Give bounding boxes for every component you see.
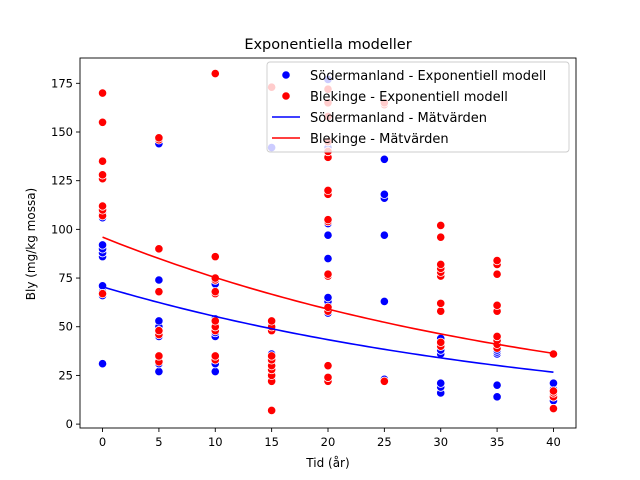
legend-label: Blekinge - Mätvärden xyxy=(310,132,449,147)
y-tick-label: 0 xyxy=(66,417,73,431)
data-point xyxy=(379,154,389,164)
data-point xyxy=(210,252,220,262)
data-point xyxy=(323,269,333,279)
legend-marker xyxy=(281,70,291,80)
axis-ticks: 0 5 10 15 20 25 30 35 40 0 25 50 75 100 125 150 175 xyxy=(51,76,561,449)
x-tick-label: 20 xyxy=(321,435,336,449)
data-point xyxy=(492,300,502,310)
legend-label: Södermanland - Mätvärden xyxy=(310,111,487,126)
data-point xyxy=(492,392,502,402)
data-point xyxy=(436,259,446,270)
legend-item: Södermanland - Exponentiell modell xyxy=(281,69,546,84)
data-point xyxy=(97,117,108,127)
data-point xyxy=(267,405,277,416)
data-point xyxy=(154,244,164,254)
data-point xyxy=(436,298,446,308)
data-point xyxy=(97,201,108,211)
x-tick-label: 15 xyxy=(264,435,279,449)
data-point xyxy=(379,376,389,386)
y-tick-label: 50 xyxy=(58,320,73,334)
data-point xyxy=(548,403,559,414)
y-tick-label: 175 xyxy=(51,76,73,90)
data-point xyxy=(154,326,164,336)
legend-item: Blekinge - Mätvärden xyxy=(272,132,449,147)
data-point xyxy=(210,366,220,377)
legend-item: Södermanland - Mätvärden xyxy=(272,111,487,126)
data-point xyxy=(97,240,108,250)
x-tick-label: 40 xyxy=(546,435,561,449)
data-point xyxy=(267,351,277,361)
legend-label: Blekinge - Exponentiell modell xyxy=(310,90,508,105)
data-point xyxy=(210,287,220,297)
data-point xyxy=(210,351,220,361)
data-point xyxy=(492,255,502,266)
series-line-1 xyxy=(102,236,554,355)
legend-item: Blekinge - Exponentiell modell xyxy=(281,90,508,105)
data-point xyxy=(548,349,559,359)
data-point xyxy=(436,306,446,316)
data-point xyxy=(323,230,333,240)
data-point xyxy=(379,230,389,240)
series-1-points xyxy=(97,68,559,416)
data-point xyxy=(97,88,108,98)
data-point xyxy=(97,170,108,180)
data-point xyxy=(379,189,389,199)
legend-label: Södermanland - Exponentiell modell xyxy=(310,69,546,84)
data-point xyxy=(154,366,164,377)
x-tick-label: 30 xyxy=(433,435,448,449)
x-tick-label: 5 xyxy=(155,435,162,449)
legend-box xyxy=(266,61,570,153)
data-point xyxy=(323,372,333,382)
data-point xyxy=(323,361,333,371)
data-point xyxy=(323,215,333,225)
legend-marker xyxy=(281,91,291,101)
series-line-0 xyxy=(102,286,554,373)
y-tick-label: 125 xyxy=(51,174,73,188)
data-point xyxy=(97,156,108,166)
y-tick-label: 100 xyxy=(51,222,73,236)
data-point xyxy=(97,289,108,299)
y-axis-label: Bly (mg/kg mossa) xyxy=(24,188,38,300)
data-point xyxy=(492,331,502,342)
x-tick-label: 35 xyxy=(490,435,505,449)
data-point xyxy=(492,269,502,279)
chart-title: Exponentiella modeller xyxy=(244,37,411,53)
data-point xyxy=(154,287,164,297)
data-point xyxy=(492,380,502,390)
data-point xyxy=(210,316,220,326)
data-point xyxy=(97,359,108,369)
data-point xyxy=(548,378,559,388)
y-tick-label: 75 xyxy=(58,271,73,285)
data-point xyxy=(97,281,108,291)
y-tick-label: 150 xyxy=(51,125,73,139)
plot-area xyxy=(79,57,577,429)
y-tick-label: 25 xyxy=(58,368,73,382)
data-point xyxy=(154,351,164,361)
data-point xyxy=(267,316,277,326)
data-point xyxy=(154,316,164,326)
x-tick-label: 25 xyxy=(377,435,392,449)
data-point xyxy=(436,232,446,242)
data-point xyxy=(323,253,333,264)
data-point xyxy=(323,292,333,303)
data-point xyxy=(210,68,220,79)
legend: Södermanland - Exponentiell modell Blekin… xyxy=(266,61,570,153)
data-point xyxy=(436,337,446,347)
x-tick-label: 0 xyxy=(99,435,106,449)
data-point xyxy=(436,220,446,231)
data-point xyxy=(436,378,446,388)
data-point xyxy=(548,386,559,396)
data-point xyxy=(154,133,164,143)
data-point xyxy=(323,185,333,196)
x-tick-label: 10 xyxy=(208,435,223,449)
data-point xyxy=(379,296,389,307)
x-axis-label: Tid (år) xyxy=(305,456,349,470)
data-point xyxy=(154,275,164,285)
